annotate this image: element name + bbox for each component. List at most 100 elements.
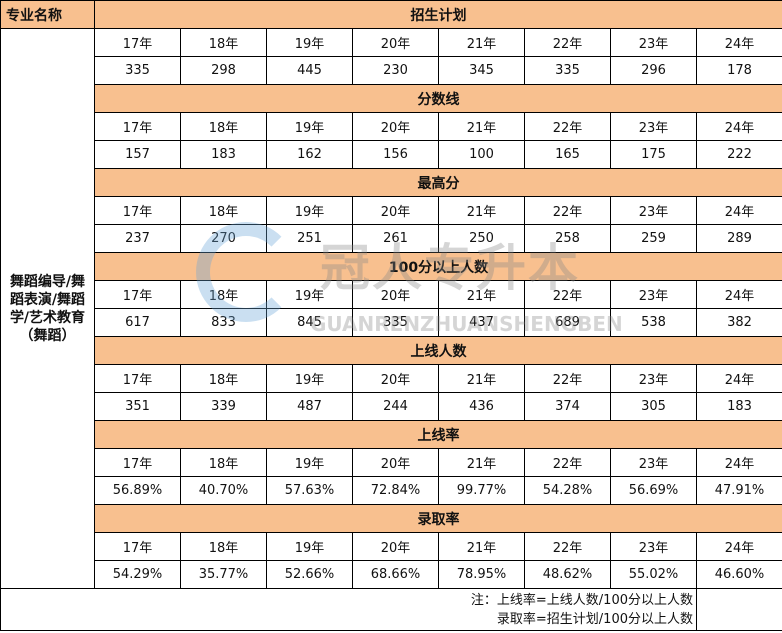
value-cell: 298	[180, 56, 267, 85]
value-cell: 345	[438, 56, 525, 85]
value-cell: 175	[610, 140, 697, 169]
year-cell: 21年	[438, 196, 525, 225]
value-cell: 538	[610, 308, 697, 337]
value-cell: 261	[352, 224, 439, 253]
major-name: 舞蹈编导/舞蹈表演/舞蹈学/艺术教育（舞蹈）	[0, 28, 95, 589]
year-cell: 18年	[180, 28, 267, 57]
value-cell: 437	[438, 308, 525, 337]
year-cell: 23年	[610, 532, 697, 561]
value-cell: 289	[696, 224, 782, 253]
section-title: 录取率	[94, 504, 782, 533]
value-cell: 335	[524, 56, 611, 85]
year-row: 17年 18年 19年 20年 21年 22年 23年 24年	[1, 448, 782, 477]
value-row: 237 270 251 261 250 258 259 289	[1, 224, 782, 253]
value-cell: 178	[696, 56, 782, 85]
value-cell: 335	[352, 308, 439, 337]
value-cell: 99.77%	[438, 476, 525, 505]
year-row: 17年 18年 19年 20年 21年 22年 23年 24年	[1, 364, 782, 393]
section-title: 上线人数	[94, 336, 782, 365]
note-blank-cell	[696, 588, 782, 631]
value-cell: 157	[94, 140, 181, 169]
value-cell: 55.02%	[610, 560, 697, 589]
value-cell: 57.63%	[266, 476, 353, 505]
year-row: 17年 18年 19年 20年 21年 22年 23年 24年	[1, 532, 782, 561]
year-cell: 17年	[94, 448, 181, 477]
value-cell: 56.69%	[610, 476, 697, 505]
year-cell: 19年	[266, 280, 353, 309]
section-header-row: 专业名称 招生计划	[0, 0, 782, 29]
year-cell: 23年	[610, 280, 697, 309]
year-cell: 23年	[610, 28, 697, 57]
section-header-row: 上线人数	[1, 336, 782, 365]
section-header-row: 分数线	[1, 84, 782, 113]
value-row: 54.29% 35.77% 52.66% 68.66% 78.95% 48.62% 55.0…	[1, 560, 782, 589]
value-row: 56.89% 40.70% 57.63% 72.84% 99.77% 54.28% 56.6…	[1, 476, 782, 505]
year-cell: 24年	[696, 532, 782, 561]
section-header-row: 100分以上人数	[1, 252, 782, 281]
value-cell: 436	[438, 392, 525, 421]
section-title: 最高分	[94, 168, 782, 197]
year-cell: 17年	[94, 364, 181, 393]
year-cell: 22年	[524, 532, 611, 561]
section-header-row: 录取率	[1, 504, 782, 533]
section-title: 招生计划	[94, 0, 782, 29]
value-cell: 382	[696, 308, 782, 337]
year-row: 17年 18年 19年 20年 21年 22年 23年 24年	[1, 112, 782, 141]
year-cell: 17年	[94, 532, 181, 561]
year-cell: 21年	[438, 364, 525, 393]
value-cell: 183	[696, 392, 782, 421]
year-cell: 19年	[266, 532, 353, 561]
year-cell: 19年	[266, 112, 353, 141]
value-cell: 259	[610, 224, 697, 253]
year-cell: 20年	[352, 280, 439, 309]
major-column-header: 专业名称	[0, 0, 95, 29]
value-cell: 617	[94, 308, 181, 337]
value-cell: 72.84%	[352, 476, 439, 505]
note-row: 注：上线率=上线人数/100分以上人数 录取率=招生计划/100分以上人数	[0, 588, 782, 631]
value-cell: 48.62%	[524, 560, 611, 589]
formula-note: 注：上线率=上线人数/100分以上人数 录取率=招生计划/100分以上人数	[0, 588, 697, 631]
value-cell: 445	[266, 56, 353, 85]
year-cell: 24年	[696, 280, 782, 309]
value-row: 351 339 487 244 436 374 305 183	[1, 392, 782, 421]
year-cell: 17年	[94, 196, 181, 225]
year-cell: 20年	[352, 532, 439, 561]
year-cell: 17年	[94, 28, 181, 57]
value-cell: 250	[438, 224, 525, 253]
year-cell: 23年	[610, 112, 697, 141]
value-cell: 689	[524, 308, 611, 337]
year-cell: 24年	[696, 196, 782, 225]
value-cell: 487	[266, 392, 353, 421]
year-cell: 24年	[696, 448, 782, 477]
year-cell: 23年	[610, 364, 697, 393]
value-cell: 156	[352, 140, 439, 169]
year-row: 17年 18年 19年 20年 21年 22年 23年 24年	[1, 280, 782, 309]
value-cell: 230	[352, 56, 439, 85]
year-cell: 20年	[352, 112, 439, 141]
note-line: 注：上线率=上线人数/100分以上人数	[470, 592, 693, 608]
year-cell: 18年	[180, 196, 267, 225]
value-cell: 351	[94, 392, 181, 421]
value-cell: 78.95%	[438, 560, 525, 589]
section-title: 100分以上人数	[94, 252, 782, 281]
year-cell: 19年	[266, 364, 353, 393]
section-header-row: 上线率	[1, 420, 782, 449]
year-cell: 21年	[438, 112, 525, 141]
year-cell: 20年	[352, 28, 439, 57]
value-cell: 56.89%	[94, 476, 181, 505]
value-cell: 183	[180, 140, 267, 169]
year-cell: 21年	[438, 532, 525, 561]
year-row: 舞蹈编导/舞蹈表演/舞蹈学/艺术教育（舞蹈） 17年 18年 19年 20年 21年 22年…	[0, 28, 782, 589]
year-cell: 22年	[524, 364, 611, 393]
year-cell: 20年	[352, 364, 439, 393]
year-cell: 22年	[524, 196, 611, 225]
year-cell: 18年	[180, 532, 267, 561]
value-cell: 40.70%	[180, 476, 267, 505]
year-cell: 22年	[524, 280, 611, 309]
year-cell: 23年	[610, 448, 697, 477]
year-cell: 18年	[180, 364, 267, 393]
value-cell: 845	[266, 308, 353, 337]
year-cell: 24年	[696, 28, 782, 57]
value-row: 617 833 845 335 437 689 538 382	[1, 308, 782, 337]
value-cell: 54.29%	[94, 560, 181, 589]
